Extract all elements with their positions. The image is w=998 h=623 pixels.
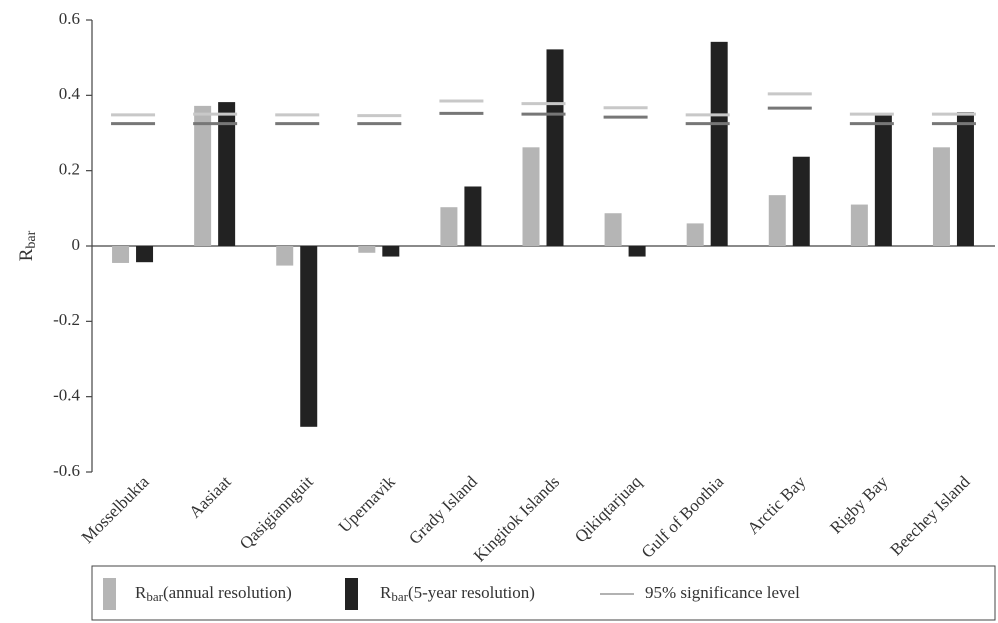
bar <box>628 246 646 257</box>
y-tick-label: 0 <box>72 235 81 254</box>
bar <box>546 49 564 246</box>
bar <box>276 246 294 266</box>
y-tick-label: 0.2 <box>59 160 80 179</box>
bar <box>382 246 400 257</box>
y-tick-label: -0.6 <box>53 461 80 480</box>
legend-label: Rbar(5-year resolution) <box>380 583 535 604</box>
bar <box>300 246 318 427</box>
legend-label-main: R <box>135 583 147 602</box>
x-tick-label: Kingitok Islands <box>470 472 563 565</box>
x-tick-label: Rigby Bay <box>826 472 892 538</box>
x-tick-label: Arctic Bay <box>744 472 810 538</box>
bar <box>440 207 458 246</box>
x-tick-label: Aasiaat <box>185 472 235 522</box>
bar <box>874 114 892 247</box>
legend-label-sub: bar <box>146 589 163 604</box>
y-tick-label: 0.4 <box>59 84 81 103</box>
bar <box>850 204 868 246</box>
legend-label-rest: (annual resolution) <box>163 583 292 602</box>
x-tick-label: Qasigiannguit <box>236 472 317 553</box>
y-tick-label: -0.2 <box>53 310 80 329</box>
legend-label-sub: bar <box>391 589 408 604</box>
y-tick-label: 0.6 <box>59 9 80 28</box>
bar <box>932 147 950 246</box>
bar <box>604 213 622 246</box>
bar <box>358 246 376 253</box>
x-tick-label: Grady Island <box>405 472 481 548</box>
bar <box>956 112 974 247</box>
x-tick-label: Qikiqtarjuaq <box>571 472 646 547</box>
bar <box>194 105 212 246</box>
bar <box>686 223 704 246</box>
legend-swatch <box>103 578 116 610</box>
legend-box <box>91 565 996 621</box>
y-label-main: R <box>16 248 37 261</box>
y-label-sub: bar <box>24 230 39 248</box>
legend-label: 95% significance level <box>645 583 800 602</box>
x-tick-label: Gulf of Boothia <box>638 472 728 562</box>
bar <box>218 102 236 246</box>
bar <box>136 246 154 263</box>
legend-swatch <box>345 578 358 610</box>
bar <box>768 195 786 246</box>
x-tick-label: Beechey Island <box>886 472 974 560</box>
x-tick-label: Mosselbukta <box>78 472 153 547</box>
y-tick-label: -0.4 <box>53 386 80 405</box>
y-axis-label: Rbar <box>16 230 39 261</box>
bar <box>710 41 728 247</box>
x-tick-label: Upernavik <box>335 472 400 537</box>
bar <box>792 156 810 246</box>
legend-label-main: R <box>380 583 392 602</box>
bar <box>522 147 540 246</box>
bar <box>112 246 130 263</box>
bar <box>464 186 482 246</box>
legend-label: Rbar(annual resolution) <box>135 583 292 604</box>
legend-label-rest: (5-year resolution) <box>408 583 535 602</box>
